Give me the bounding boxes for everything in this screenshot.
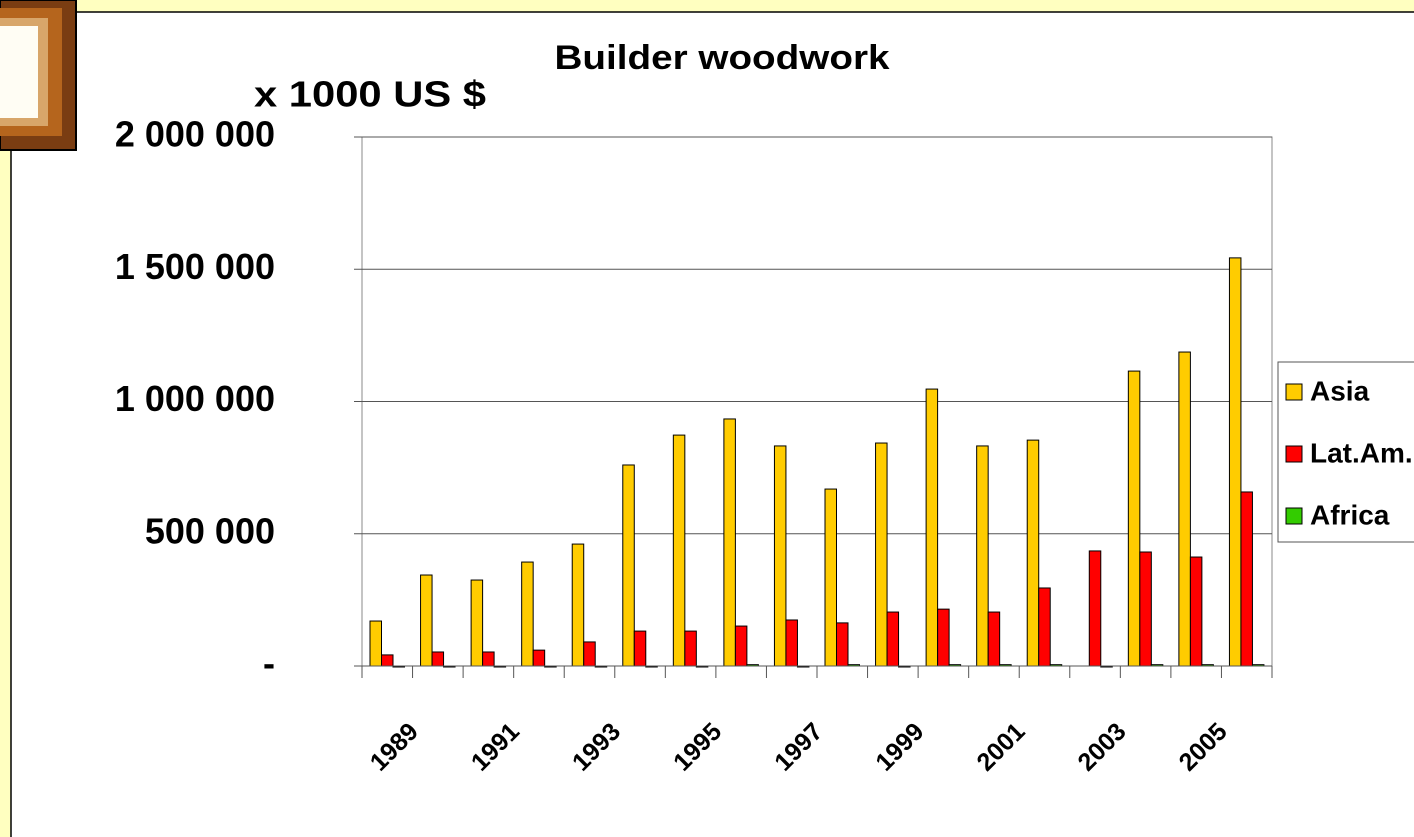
y-tick-label: 2 000 000 [115, 114, 275, 155]
bar [1228, 257, 1242, 667]
bar [1139, 551, 1152, 667]
bar [824, 488, 837, 667]
legend-swatch [1285, 383, 1303, 401]
bar [420, 574, 433, 667]
bar [1178, 351, 1191, 667]
bar [369, 620, 382, 667]
bar [836, 622, 849, 667]
bar [1240, 491, 1253, 667]
bar [976, 445, 989, 667]
bar [1189, 556, 1203, 667]
y-tick-label: 1 500 000 [115, 246, 275, 287]
y-tick-label: - [263, 643, 275, 684]
bar [583, 641, 596, 667]
bar [734, 625, 748, 667]
picture-frame [0, 0, 77, 151]
left-band [0, 0, 11, 837]
bar [571, 543, 585, 667]
bar [1088, 550, 1102, 667]
bar [684, 630, 697, 667]
x-tick-label: 1999 [870, 717, 929, 776]
legend-swatch [1285, 507, 1303, 525]
bar [521, 561, 534, 667]
bar [1026, 439, 1040, 667]
bar [886, 611, 900, 667]
x-tick-label: 2001 [971, 717, 1030, 776]
bar [937, 608, 950, 667]
bar [482, 651, 495, 667]
bar [987, 611, 1001, 667]
x-tick-label: 1993 [567, 717, 626, 776]
bar [773, 445, 787, 667]
x-tick-label: 1995 [668, 717, 727, 776]
bar [1127, 370, 1141, 667]
y-axis-label: x 1000 US $ [254, 74, 486, 115]
legend-label: Africa [1310, 499, 1390, 530]
legend-label: Asia [1310, 375, 1370, 406]
bar [470, 579, 484, 667]
bar [785, 619, 798, 667]
x-tick-label: 2003 [1073, 717, 1132, 776]
x-tick-label: 2005 [1174, 717, 1233, 776]
bar [875, 442, 888, 667]
top-band [0, 0, 1414, 12]
y-tick-label: 500 000 [145, 510, 275, 551]
bar [622, 464, 635, 667]
x-tick-label: 1997 [769, 717, 828, 776]
bar [925, 388, 939, 667]
chart-title: Builder woodwork [555, 39, 890, 77]
bar [672, 434, 686, 667]
bar [381, 654, 394, 667]
x-tick-label: 1989 [365, 717, 424, 776]
bar [532, 649, 546, 667]
bar [1038, 587, 1051, 667]
bar [723, 418, 736, 667]
bar [633, 630, 647, 667]
y-tick-label: 1 000 000 [115, 378, 275, 419]
legend-swatch [1285, 445, 1303, 463]
bar [431, 651, 445, 667]
x-tick-label: 1991 [466, 717, 525, 776]
legend-label: Lat.Am. [1310, 437, 1413, 468]
